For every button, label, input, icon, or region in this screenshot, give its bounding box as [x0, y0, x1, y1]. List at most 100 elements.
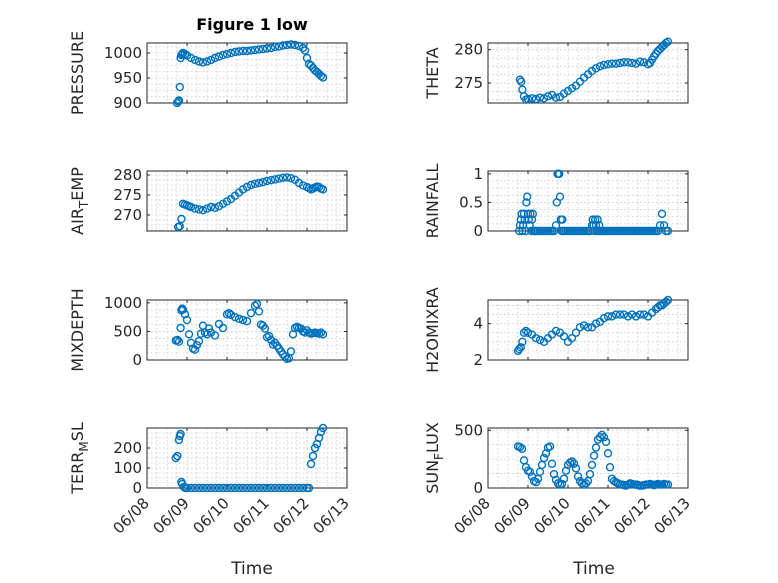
y-tick-label: 0	[132, 479, 142, 497]
data-point	[278, 483, 288, 493]
data-point	[559, 332, 569, 341]
data-point	[318, 73, 328, 82]
y-tick-label: 1000	[104, 44, 142, 62]
data-point	[298, 43, 308, 53]
data-point	[274, 483, 284, 493]
data-point	[545, 442, 555, 451]
data-point	[531, 333, 541, 343]
data-point	[192, 340, 202, 350]
panel-5: 2 4 H2OMIXRA	[423, 287, 689, 373]
data-point	[198, 58, 208, 67]
data-point	[218, 50, 228, 60]
data-point	[663, 480, 673, 489]
data-point	[286, 40, 296, 49]
data-point	[196, 329, 206, 338]
data-point	[286, 347, 296, 356]
data-point	[535, 93, 545, 102]
data-point	[190, 483, 200, 493]
y-axis-label: RAINFALL	[423, 164, 442, 239]
data-point	[294, 483, 304, 493]
data-point	[258, 44, 268, 54]
data-point	[316, 71, 326, 81]
data-point	[587, 460, 597, 470]
data-point	[194, 57, 204, 66]
data-point	[194, 336, 204, 346]
data-point	[623, 58, 633, 67]
data-point	[173, 451, 182, 461]
data-point	[525, 467, 535, 477]
data-point	[186, 53, 196, 63]
x-tick-label: 06/11	[571, 494, 614, 537]
x-tick-label: 06/11	[230, 494, 273, 537]
data-point	[198, 483, 208, 493]
data-point	[234, 47, 244, 56]
data-point	[657, 209, 667, 219]
data-point	[516, 343, 525, 352]
data-point	[627, 58, 637, 68]
data-point	[278, 173, 288, 183]
data-point	[603, 60, 613, 69]
y-axis-label: PRESSURE	[68, 31, 87, 115]
data-point	[230, 483, 240, 493]
y-axis-label: AIRTEMP	[68, 167, 91, 235]
y-axis-label: MIXDEPTH	[68, 288, 87, 371]
data-point	[558, 215, 567, 224]
data-point	[262, 44, 272, 53]
data-point	[518, 85, 527, 94]
data-point	[573, 472, 583, 481]
data-point	[222, 49, 232, 59]
data-point	[569, 459, 579, 468]
x-axis-label-right: Time	[572, 559, 615, 579]
data-point	[210, 331, 220, 340]
data-point	[591, 443, 601, 452]
x-tick-label: 06/09	[150, 494, 193, 537]
data-point	[171, 453, 181, 463]
data-point	[286, 173, 296, 183]
chart-title: Figure 1 low	[196, 15, 308, 34]
data-point	[300, 46, 310, 55]
panel-1: 275 280 THETA	[423, 37, 689, 104]
y-tick-label: 275	[454, 74, 483, 92]
data-point	[515, 344, 524, 354]
data-point	[518, 226, 527, 236]
data-point	[206, 55, 216, 65]
data-point	[282, 40, 292, 50]
data-point	[190, 55, 200, 65]
data-point	[206, 202, 216, 212]
data-point	[519, 456, 529, 465]
data-point	[242, 483, 252, 493]
data-point	[182, 483, 192, 493]
data-point	[591, 64, 601, 73]
data-point	[242, 316, 252, 326]
data-point	[254, 178, 264, 188]
data-point	[523, 192, 532, 201]
data-point	[242, 182, 252, 192]
y-tick-label: 500	[113, 322, 142, 340]
data-point	[543, 92, 553, 101]
data-point	[589, 451, 599, 460]
data-point	[581, 479, 591, 488]
data-point	[661, 38, 671, 48]
data-point	[186, 202, 196, 212]
data-point	[254, 307, 264, 316]
data-point	[627, 310, 637, 319]
data-point	[591, 215, 600, 224]
data-point	[557, 479, 567, 489]
data-point	[515, 442, 525, 452]
data-point	[623, 312, 633, 321]
data-point	[579, 321, 589, 330]
data-point	[555, 192, 565, 201]
data-point	[551, 221, 561, 230]
y-tick-label: 0.5	[459, 193, 483, 211]
data-point	[528, 209, 537, 219]
data-point	[567, 333, 577, 343]
data-point	[210, 203, 220, 213]
data-point	[316, 427, 326, 437]
data-point	[551, 326, 561, 336]
x-tick-label: 06/10	[190, 494, 233, 537]
axes-frame	[487, 299, 689, 361]
x-tick-label: 06/09	[491, 494, 534, 537]
data-point	[304, 483, 314, 493]
data-point	[282, 483, 292, 493]
